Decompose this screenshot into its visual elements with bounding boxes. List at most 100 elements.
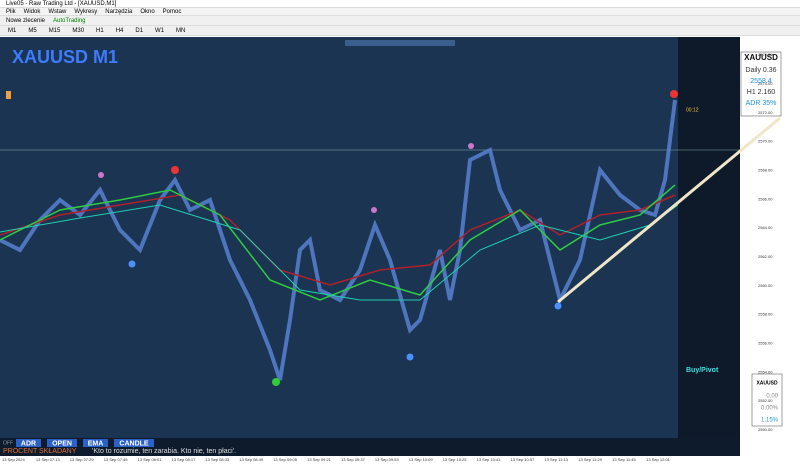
time-tick-label: 13 Sep 07:45 — [104, 457, 129, 462]
price-tick-label: 2562.00 — [758, 254, 773, 259]
price-tick-label: 2570.00 — [758, 139, 773, 144]
window-title: Live05 - Raw Trading Ltd - [XAUUSD,M1] — [6, 0, 117, 7]
timeframe-button[interactable]: W1 — [155, 27, 165, 34]
time-tick-label: 13 Sep 11:29 — [578, 457, 602, 462]
menu-item[interactable]: Widok — [23, 8, 41, 15]
price-tick-label: 2574.00 — [758, 81, 773, 86]
top-marker — [468, 143, 474, 149]
price-tick-label: 2556.00 — [758, 341, 773, 346]
tag — [6, 91, 11, 99]
indicator-button[interactable] — [16, 439, 41, 447]
symbol-title: XAUUSD M1 — [12, 47, 118, 67]
stats-value: 0,00 — [766, 394, 778, 400]
time-tick-label: 13 Sep 09:21 — [307, 457, 332, 462]
toolbar: Nowe zlecenie AutoTrading — [0, 16, 800, 26]
time-tick-label: 13 Sep 2024 — [2, 457, 25, 462]
indicator-button-label[interactable]: CANDLE — [119, 440, 148, 447]
indicator-button[interactable] — [114, 439, 154, 447]
timeframe-bar: M1 M5 M15 M30 H1 H4 D1 W1 MN — [0, 26, 800, 36]
time-tick-label: 13 Sep 09:53 — [375, 457, 400, 462]
time-tick-label: 13 Sep 08:33 — [205, 457, 230, 462]
timer: 00:12 — [686, 107, 699, 113]
price-tick-label: 2554.00 — [758, 369, 773, 374]
time-tick-label: 13 Sep 10:41 — [477, 457, 502, 462]
ema-mid — [0, 204, 679, 301]
timeframe-button[interactable]: H1 — [96, 27, 104, 34]
menu-item[interactable]: Narzędzia — [105, 8, 133, 15]
time-tick-label: 13 Sep 11:45 — [612, 457, 636, 462]
signal-label: Buy/Pivot — [686, 367, 719, 374]
time-tick-label: 13 Sep 10:09 — [409, 457, 434, 462]
off-label: OFF — [3, 440, 13, 446]
pivot-marker — [554, 302, 562, 310]
sell-marker — [670, 90, 678, 98]
price-tick-label: 2552.00 — [758, 398, 773, 403]
caption: PROCENT SKŁADANY — [3, 448, 77, 455]
sell-marker — [171, 166, 179, 174]
stats-title: XAUUSD — [756, 380, 778, 386]
menu-item[interactable]: Plik — [6, 8, 16, 15]
top-marker — [371, 207, 377, 213]
quote: 'Kto to rozumie, ten zarabia. Kto nie, t… — [92, 448, 236, 455]
price-tick-label: 2572.00 — [758, 110, 773, 115]
buy-marker — [272, 378, 280, 386]
ema-slow — [0, 194, 676, 286]
new-order-button[interactable]: Nowe zlecenie — [6, 17, 46, 24]
stats-value: 0.00% — [761, 406, 779, 412]
time-axis-bg — [0, 456, 740, 464]
autotrading-button[interactable]: AutoTrading — [53, 17, 86, 24]
timeframe-button[interactable]: D1 — [135, 27, 144, 34]
menu-item[interactable]: Wykresy — [74, 8, 98, 15]
indicator-button-label[interactable]: ADR — [21, 440, 36, 447]
time-tick-label: 13 Sep 10:57 — [511, 457, 536, 462]
timeframe-button[interactable]: MN — [176, 27, 186, 34]
time-tick-label: 13 Sep 08:49 — [239, 457, 264, 462]
info-line: ADR 35% — [746, 100, 777, 107]
timeframe-button[interactable]: M5 — [28, 27, 37, 34]
bottom-panel — [0, 438, 740, 456]
stats-value: 1.15% — [761, 418, 779, 424]
ema-fast — [0, 184, 676, 301]
timeframe-button[interactable]: M15 — [48, 27, 61, 34]
price-tick-label: 2550.00 — [758, 427, 773, 432]
price-tick-label: 2558.00 — [758, 312, 773, 317]
chart-bg — [0, 37, 678, 438]
menu-item[interactable]: Okno — [140, 8, 155, 15]
time-tick-label: 13 Sep 11:13 — [544, 457, 568, 462]
time-tick-label: 13 Sep 09:37 — [341, 457, 366, 462]
time-tick-label: 13 Sep 12:01 — [646, 457, 671, 462]
price-tick-label: 2568.00 — [758, 167, 773, 172]
info-box — [740, 51, 782, 117]
time-tick-label: 13 Sep 08:17 — [172, 457, 197, 462]
price-tick-label: 2560.00 — [758, 283, 773, 288]
header-strip — [345, 40, 455, 46]
timeframe-button[interactable]: H4 — [115, 27, 124, 34]
price-line — [0, 99, 677, 381]
timeframe-button[interactable]: M1 — [8, 27, 17, 34]
price-tick-label: 2566.00 — [758, 196, 773, 201]
trend-line — [557, 116, 781, 304]
menu-item[interactable]: Wstaw — [48, 8, 67, 15]
title-bar: Live05 - Raw Trading Ltd - [XAUUSD,M1] — [0, 0, 800, 8]
time-tick-label: 13 Sep 07:29 — [70, 457, 95, 462]
indicator-button[interactable] — [83, 439, 108, 447]
time-tick-label: 13 Sep 09:05 — [273, 457, 298, 462]
menu-bar: Plik Widok Wstaw Wykresy Narzędzia Okno Pomoc — [0, 8, 800, 16]
timeframe-button[interactable]: M30 — [72, 27, 85, 34]
pivot-marker — [128, 260, 136, 268]
price-tick-label: 2564.00 — [758, 225, 773, 230]
time-tick-label: 13 Sep 10:25 — [443, 457, 468, 462]
indicator-button-label[interactable]: EMA — [88, 440, 104, 447]
indicator-button-label[interactable]: OPEN — [52, 440, 72, 447]
time-tick-label: 13 Sep 08:01 — [138, 457, 163, 462]
info-line: 2558.4 — [750, 78, 772, 85]
indicator-button[interactable] — [47, 439, 77, 447]
top-marker — [98, 172, 104, 178]
info-line: Daily 0.36 — [745, 67, 776, 74]
pivot-marker — [406, 353, 414, 361]
time-tick-label: 13 Sep 07:13 — [36, 457, 61, 462]
menu-item[interactable]: Pomoc — [162, 8, 182, 15]
info-line: H1 2.160 — [747, 89, 776, 96]
future-area — [678, 37, 740, 438]
